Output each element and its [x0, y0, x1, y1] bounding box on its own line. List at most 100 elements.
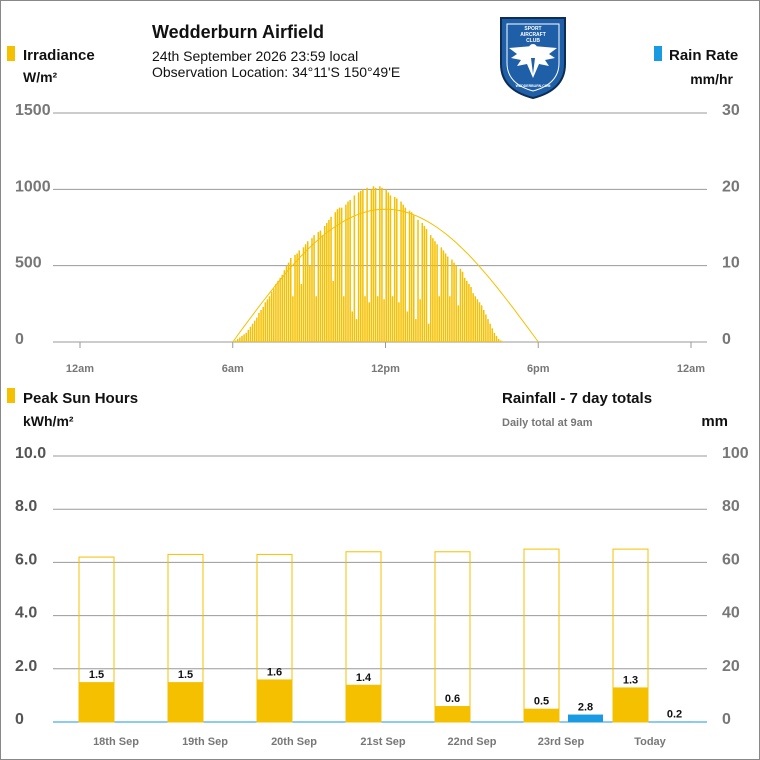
irradiance-bar — [343, 296, 345, 342]
irradiance-bar — [355, 319, 358, 342]
irradiance-bar — [455, 265, 457, 342]
irradiance-bar — [332, 280, 334, 342]
irradiance-bar — [239, 337, 241, 342]
irradiance-bar — [323, 225, 326, 342]
clear-sky-curve — [232, 208, 539, 343]
irradiance-bar — [273, 288, 275, 342]
logo-text-2: AIRCRAFT — [520, 32, 546, 38]
sun-hours-legend-swatch — [7, 388, 15, 403]
irradiance-bar — [266, 299, 269, 342]
irradiance-bar — [487, 319, 489, 342]
irradiance-bar — [402, 204, 404, 342]
irradiance-bar — [245, 332, 247, 342]
rainfall-tick-label: 0 — [722, 711, 731, 728]
irradiance-bar — [434, 241, 436, 342]
irradiance-bar — [502, 341, 504, 342]
irradiance-bar — [330, 216, 332, 342]
irradiance-bar — [480, 305, 483, 342]
irradiance-bar — [264, 302, 267, 342]
sun-hours-bar — [257, 679, 292, 722]
irradiance-bar — [442, 250, 445, 342]
sun-hours-legend-label: Peak Sun Hours — [23, 390, 138, 407]
irradiance-bar — [468, 283, 470, 342]
logo-text-3: CLUB — [526, 38, 540, 44]
irradiance-bar — [457, 305, 460, 342]
irradiance-bar — [491, 328, 493, 342]
irradiance-bar — [292, 296, 294, 342]
sun-hours-tick-label: 8.0 — [15, 498, 37, 515]
irradiance-bar — [328, 219, 330, 342]
irradiance-tick-label: 500 — [15, 255, 42, 272]
irradiance-bar — [309, 265, 311, 342]
sun-hours-value-label: 0.5 — [534, 696, 549, 708]
irradiance-bar — [351, 311, 354, 342]
irradiance-bar — [406, 311, 409, 342]
irradiance-bar — [427, 323, 430, 342]
irradiance-bar — [334, 212, 337, 342]
irradiance-bar — [432, 238, 434, 342]
irradiance-bar — [353, 195, 356, 342]
irradiance-unit-label: W/m² — [23, 69, 58, 85]
rain-rate-tick-label: 10 — [722, 255, 740, 272]
irradiance-bar — [478, 302, 481, 342]
irradiance-bar — [495, 335, 498, 342]
irradiance-bar — [476, 299, 479, 342]
irradiance-bar — [400, 201, 402, 342]
irradiance-legend: Irradiance W/m² — [7, 46, 95, 85]
irradiance-bar — [421, 222, 424, 342]
irradiance-bar — [485, 314, 487, 342]
irradiance-bar — [493, 332, 496, 342]
irradiance-bar — [446, 256, 449, 342]
sun-hours-tick-label: 0 — [15, 711, 24, 728]
irradiance-bar — [359, 190, 362, 342]
sun-hours-bar — [524, 708, 559, 722]
sun-hours-y-axis: 10.0 8.0 6.0 4.0 2.0 0 — [15, 445, 46, 728]
rainfall-tick-label: 80 — [722, 498, 740, 515]
irradiance-bar — [419, 299, 421, 342]
irradiance-bar — [417, 219, 419, 342]
irradiance-legend-label: Irradiance — [23, 47, 95, 64]
club-logo: SPORT AIRCRAFT CLUB WEDDERBURN.COM — [500, 17, 566, 100]
irradiance-bar — [234, 340, 237, 342]
sun-hours-legend: Peak Sun Hours kWh/m² — [7, 388, 138, 429]
daily-bars: 1.5 1.5 1.6 1.4 0.6 0.5 2.8 1.3 0.2 — [78, 548, 692, 723]
irradiance-bar — [290, 258, 292, 342]
irradiance-bar — [340, 207, 343, 342]
sun-hours-bar — [435, 706, 470, 722]
day-tick-label: 21st Sep — [360, 736, 406, 748]
irradiance-bar — [362, 189, 364, 342]
sun-hours-value-label: 1.4 — [356, 672, 372, 684]
irradiance-bars — [232, 186, 504, 342]
irradiance-bar — [497, 338, 500, 342]
logo-text-1: SPORT — [524, 26, 541, 32]
day-tick-label: Today — [634, 736, 666, 748]
day-x-axis: 18th Sep 19th Sep 20th Sep 21st Sep 22nd Sep… — [93, 736, 667, 748]
irradiance-bar — [466, 280, 468, 342]
sun-hours-tick-label: 2.0 — [15, 658, 37, 675]
sun-hours-tick-label: 6.0 — [15, 551, 37, 568]
irradiance-bar — [347, 201, 349, 342]
irradiance-bar — [338, 207, 341, 342]
irradiance-bar — [404, 207, 407, 342]
irradiance-bar — [410, 212, 413, 342]
irradiance-bar — [326, 222, 328, 342]
irradiance-bar — [319, 230, 322, 342]
irradiance-bar — [429, 235, 432, 342]
irradiance-bar — [304, 244, 307, 342]
irradiance-bar — [472, 293, 474, 342]
irradiance-tick-label: 1000 — [15, 178, 51, 195]
irradiance-bar — [366, 187, 368, 342]
irradiance-bar — [440, 247, 443, 342]
rainfall-legend: Rainfall - 7 day totals Daily total at 9… — [502, 390, 728, 430]
irradiance-bar — [396, 198, 398, 342]
irradiance-bar — [285, 265, 288, 342]
irradiance-bar — [256, 317, 258, 342]
time-tick-label: 12am — [66, 363, 94, 375]
irradiance-bar — [306, 241, 309, 342]
day-tick-label: 20th Sep — [271, 736, 317, 748]
rainfall-subtitle: Daily total at 9am — [502, 417, 593, 429]
rainfall-bar — [657, 721, 692, 722]
irradiance-bar — [461, 271, 464, 342]
irradiance-bar — [385, 189, 387, 342]
